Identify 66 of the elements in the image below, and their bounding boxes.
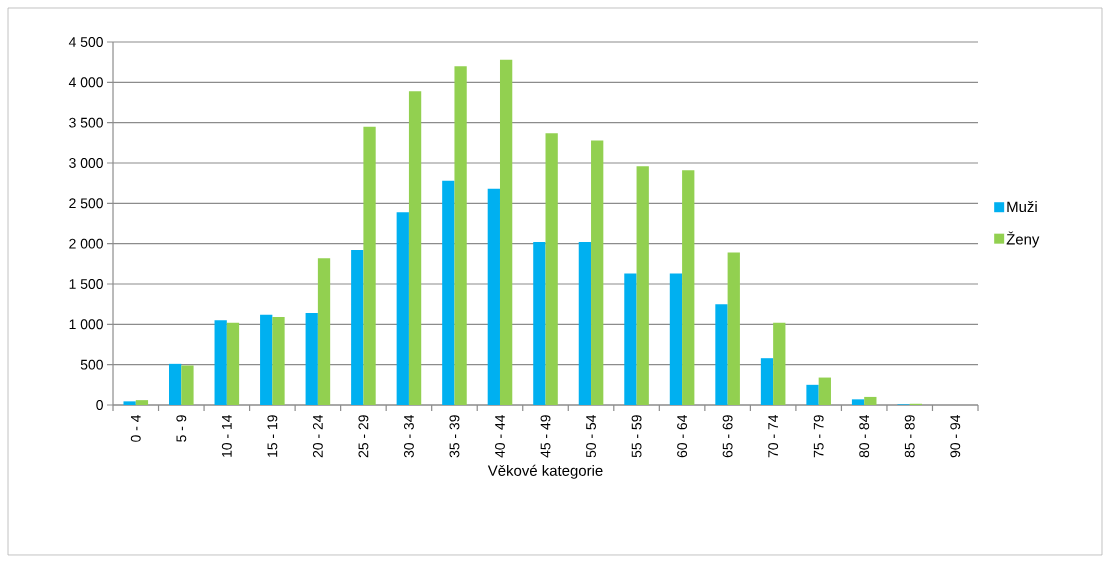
bar (760, 358, 774, 405)
x-tick-label: 30 - 34 (403, 414, 414, 458)
bar (305, 313, 318, 405)
x-tick-label: 55 - 59 (631, 415, 642, 458)
x-tick-label: 90 - 94 (950, 414, 961, 458)
y-tick-label: 4 000 (68, 77, 103, 88)
y-tick-label: 4 500 (68, 37, 103, 47)
bar (214, 320, 227, 405)
bar (351, 250, 364, 405)
bar (578, 242, 592, 405)
y-tick-label: 2 000 (69, 238, 103, 249)
x-axis-title: Věkové kategorie (487, 464, 603, 479)
bar (169, 363, 182, 405)
bar (408, 91, 422, 405)
legend-label: Ženy (1006, 231, 1040, 248)
bar (715, 304, 728, 405)
x-tick-label: 20 - 24 (312, 414, 323, 458)
x-tick-label: 35 - 39 (449, 415, 460, 458)
bar (226, 322, 240, 405)
bar (396, 212, 409, 405)
bar (773, 322, 786, 405)
bar (727, 252, 740, 405)
x-tick-label: 5 - 9 (176, 415, 187, 442)
bar (624, 273, 637, 405)
x-tick-label: 45 - 49 (540, 415, 551, 458)
bar (260, 314, 273, 405)
bar (181, 365, 194, 405)
legend-label: Muži (1007, 201, 1037, 213)
bar (669, 273, 683, 405)
bar (454, 66, 467, 405)
x-tick-label: 40 - 44 (495, 414, 505, 458)
x-tick-label: 60 - 64 (677, 414, 688, 458)
y-tick-label: 500 (80, 359, 103, 370)
bar (123, 401, 136, 405)
y-tick-label: 3 500 (69, 117, 103, 128)
bar (499, 59, 513, 405)
x-tick-label: 15 - 19 (267, 415, 278, 457)
x-tick-label: 65 - 69 (722, 415, 733, 458)
bar (317, 258, 331, 405)
bar (806, 384, 819, 405)
y-tick-label: 0 (96, 400, 103, 410)
bar (135, 400, 149, 405)
x-tick-label: 50 - 54 (586, 414, 596, 458)
x-tick-label: 25 - 29 (358, 415, 369, 458)
bar (682, 170, 695, 405)
bar (545, 133, 558, 405)
bar (591, 140, 604, 405)
bar (487, 188, 500, 405)
bar (818, 377, 831, 405)
x-tick-label: 75 - 79 (813, 415, 824, 458)
bar (851, 399, 865, 405)
y-tick-label: 2 500 (69, 198, 103, 209)
x-tick-label: 70 - 74 (768, 414, 779, 458)
bar (533, 242, 546, 405)
y-tick-label: 3 000 (69, 158, 103, 168)
bar (636, 166, 649, 405)
bar (864, 396, 877, 405)
x-tick-label: 0 - 4 (130, 414, 141, 442)
bar (363, 126, 376, 405)
y-tick-label: 1 000 (69, 319, 103, 330)
y-tick-label: 1 500 (69, 279, 103, 289)
bar (272, 317, 285, 405)
x-tick-label: 80 - 84 (859, 414, 870, 458)
x-tick-label: 10 - 14 (221, 414, 232, 457)
bar (442, 180, 455, 405)
x-tick-label: 85 - 89 (904, 415, 915, 458)
